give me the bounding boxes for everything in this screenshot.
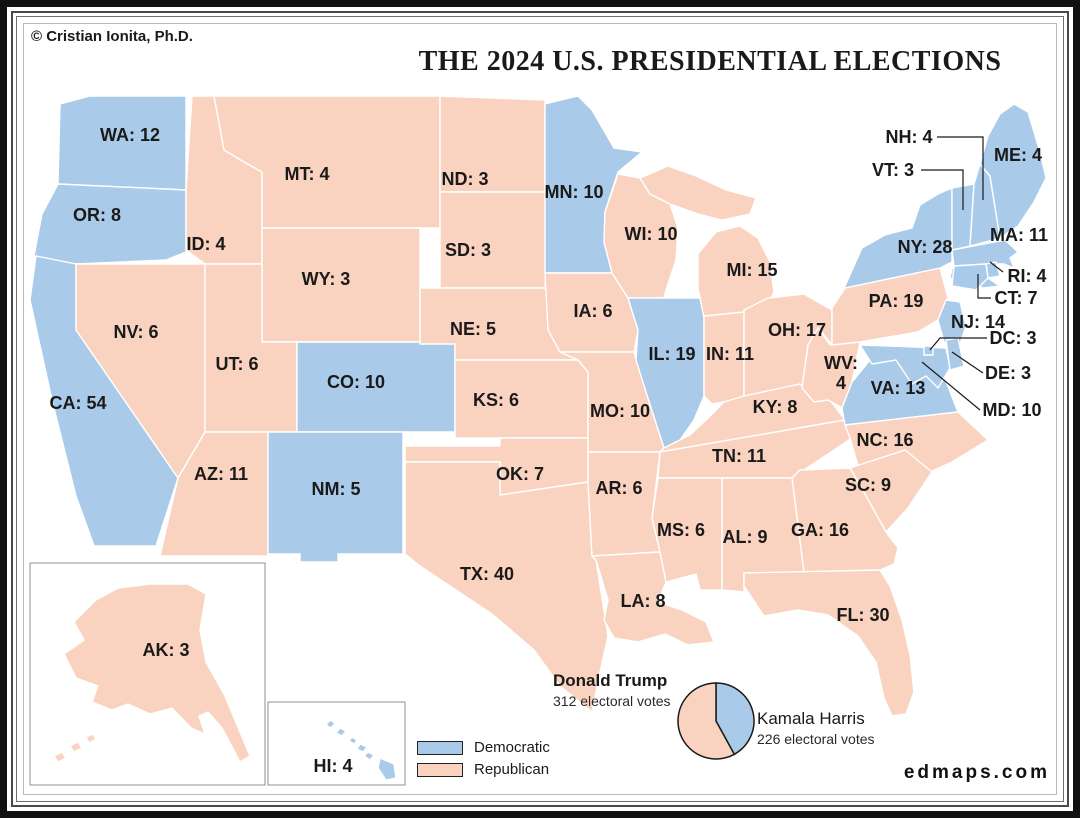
harris-name-label: Kamala Harris (757, 709, 865, 728)
state-label-RI: RI: 4 (1007, 266, 1046, 286)
state-label-OR: OR: 8 (73, 205, 121, 225)
state-label-WY: WY: 3 (302, 269, 351, 289)
state-label-CA: CA: 54 (49, 393, 106, 413)
state-shape-MS (651, 477, 723, 591)
state-shape-MI (639, 165, 775, 319)
alaska-inset-box (29, 562, 266, 786)
republican-legend-label: Republican (474, 761, 550, 778)
state-label-ND: ND: 3 (441, 169, 488, 189)
state-label-WV: WV: 4 (824, 353, 858, 393)
state-label-MT: MT: 4 (285, 164, 330, 184)
state-label-MS: MS: 6 (657, 520, 705, 540)
state-shape-AK (53, 583, 251, 763)
state-label-SD: SD: 3 (445, 240, 491, 260)
leader-line-0 (937, 136, 984, 200)
state-label-LA: LA: 8 (621, 591, 666, 611)
state-label-MN: MN: 10 (544, 182, 603, 202)
state-shape-WA (57, 95, 187, 191)
state-label-OK: OK: 7 (496, 464, 544, 484)
legend-row-republican: Republican (417, 761, 550, 778)
state-label-WA: WA: 12 (100, 125, 160, 145)
state-label-NY: NY: 28 (898, 237, 953, 257)
hawaii-inset-box (267, 701, 406, 786)
state-label-KY: KY: 8 (753, 397, 798, 417)
state-shape-AZ (159, 431, 269, 557)
state-shape-CT (951, 263, 989, 291)
leader-line-2 (989, 261, 1004, 273)
state-label-ID: ID: 4 (186, 234, 225, 254)
trump-name-label: Donald Trump (553, 671, 668, 690)
state-label-OH: OH: 17 (768, 320, 826, 340)
state-label-WI: WI: 10 (624, 224, 677, 244)
state-label-ME: ME: 4 (994, 145, 1042, 165)
state-shape-HI (325, 719, 397, 781)
state-label-CO: CO: 10 (327, 372, 385, 392)
state-label-AK: AK: 3 (142, 640, 189, 660)
state-label-AZ: AZ: 11 (194, 464, 248, 484)
state-shape-LA (591, 551, 715, 646)
state-label-FL: FL: 30 (836, 605, 889, 625)
state-label-VA: VA: 13 (871, 378, 926, 398)
state-label-DE: DE: 3 (985, 363, 1031, 383)
state-label-TN: TN: 11 (712, 446, 766, 466)
state-shape-TX (404, 461, 609, 713)
state-label-UT: UT: 6 (215, 354, 258, 374)
state-shape-ME (979, 103, 1047, 239)
state-label-CT: CT: 7 (994, 288, 1037, 308)
state-label-MO: MO: 10 (590, 401, 650, 421)
state-label-MI: MI: 15 (726, 260, 777, 280)
democratic-color-swatch (417, 740, 463, 755)
state-label-IN: IN: 11 (706, 344, 754, 364)
state-label-IL: IL: 19 (648, 344, 695, 364)
harris-votes-label: 226 electoral votes (757, 731, 875, 747)
state-label-GA: GA: 16 (791, 520, 849, 540)
state-label-PA: PA: 19 (869, 291, 924, 311)
edmaps-logo: edmaps.com (903, 762, 1050, 783)
state-label-NJ: NJ: 14 (951, 312, 1005, 332)
legend-row-democratic: Democratic (417, 739, 550, 756)
state-label-IA: IA: 6 (573, 301, 612, 321)
state-label-MA: MA: 11 (990, 225, 1048, 245)
copyright-notice: © Cristian Ionita, Ph.D. (31, 28, 193, 45)
state-label-NH: NH: 4 (885, 127, 932, 147)
state-label-SC: SC: 9 (845, 475, 891, 495)
state-label-NV: NV: 6 (113, 322, 158, 342)
leader-line-5 (951, 351, 984, 374)
page-title: THE 2024 U.S. PRESIDENTIAL ELECTIONS (418, 46, 1002, 77)
leader-line-3 (977, 274, 991, 299)
state-label-NE: NE: 5 (450, 319, 496, 339)
state-label-KS: KS: 6 (473, 390, 519, 410)
state-label-MD: MD: 10 (982, 400, 1041, 420)
leader-line-4 (929, 337, 987, 351)
pie-slice-harris (715, 682, 755, 756)
state-label-HI: HI: 4 (313, 756, 352, 776)
state-label-TX: TX: 40 (460, 564, 514, 584)
state-label-VT: VT: 3 (872, 160, 914, 180)
trump-votes-label: 312 electoral votes (553, 693, 671, 709)
state-label-DC: DC: 3 (989, 328, 1036, 348)
democratic-legend-label: Democratic (474, 739, 550, 756)
state-label-AR: AR: 6 (595, 478, 642, 498)
republican-color-swatch (417, 762, 463, 777)
state-shape-FL (743, 569, 915, 717)
leader-line-6 (921, 361, 981, 411)
state-shape-AR (587, 451, 661, 557)
leader-line-1 (921, 169, 964, 210)
state-label-NM: NM: 5 (312, 479, 361, 499)
state-label-AL: AL: 9 (723, 527, 768, 547)
state-label-NC: NC: 16 (856, 430, 913, 450)
pie-slice-trump (677, 682, 736, 760)
state-shape-NM (267, 431, 404, 563)
